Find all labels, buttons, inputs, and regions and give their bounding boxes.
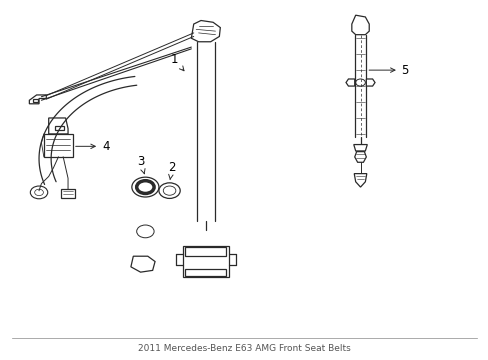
Text: 2: 2 [168, 161, 175, 180]
Polygon shape [61, 189, 75, 198]
Polygon shape [354, 152, 366, 162]
Text: 1: 1 [170, 53, 183, 71]
Polygon shape [353, 174, 366, 187]
Text: 3: 3 [137, 155, 145, 174]
Polygon shape [346, 79, 354, 86]
Polygon shape [49, 118, 68, 134]
Text: 4: 4 [76, 140, 109, 153]
Polygon shape [185, 247, 226, 256]
Text: 5: 5 [368, 64, 408, 77]
Text: 2011 Mercedes-Benz E63 AMG Front Seat Belts: 2011 Mercedes-Benz E63 AMG Front Seat Be… [138, 344, 350, 353]
Polygon shape [353, 145, 366, 151]
Polygon shape [185, 269, 226, 276]
Polygon shape [44, 134, 73, 157]
Polygon shape [131, 256, 155, 272]
Polygon shape [191, 21, 220, 42]
Polygon shape [351, 15, 368, 35]
Polygon shape [183, 246, 228, 278]
Polygon shape [55, 126, 64, 130]
Polygon shape [29, 95, 46, 104]
Polygon shape [33, 99, 38, 102]
Circle shape [137, 181, 154, 193]
Polygon shape [366, 79, 374, 86]
